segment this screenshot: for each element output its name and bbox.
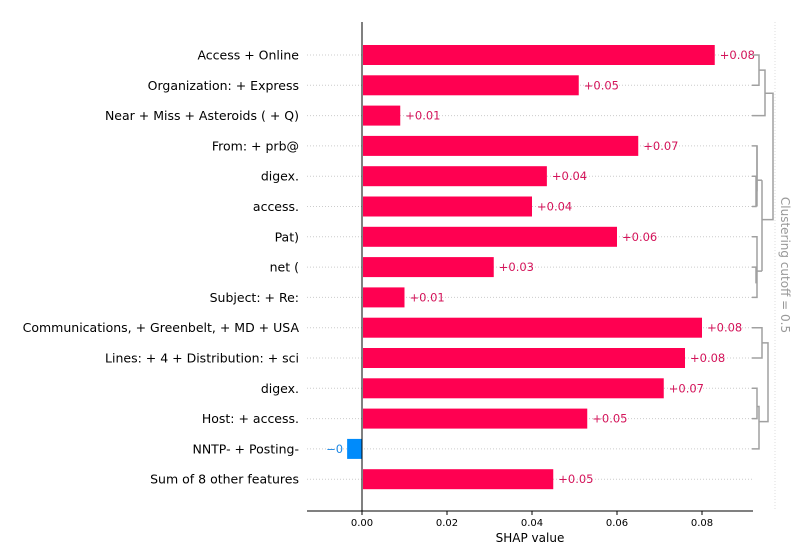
feature-label: Near + Miss + Asteroids ( + Q) (105, 108, 299, 123)
x-tick-label: 0.00 (351, 518, 373, 529)
dendrogram-link (752, 175, 757, 208)
feature-label: Lines: + 4 + Distribution: + sci (105, 351, 299, 366)
value-label: +0.08 (690, 351, 725, 365)
value-label: +0.07 (643, 139, 678, 153)
bar-row: digex. +0.07 (261, 378, 752, 399)
feature-label: digex. (261, 169, 299, 184)
dendrogram-link (762, 92, 774, 221)
x-axis-label: SHAP value (496, 531, 565, 545)
positive-bar (363, 75, 579, 96)
feature-label: access. (253, 199, 299, 214)
feature-label: digex. (261, 381, 299, 396)
clustering-dendrogram (752, 54, 774, 450)
bar-row: Access + Online +0.08 (197, 45, 755, 65)
bar-row: Communications, + Greenbelt, + MD + USA +… (23, 317, 752, 338)
dendrogram-link (752, 236, 758, 299)
feature-label: Subject: + Re: (210, 290, 299, 305)
bar-row: Host: + access. +0.05 (202, 408, 752, 429)
bar-row: Organization: + Express +0.05 (148, 75, 752, 96)
value-label: +0.03 (499, 260, 534, 274)
positive-bar (363, 408, 588, 429)
x-tick-label: 0.06 (606, 518, 628, 529)
positive-bar (363, 287, 405, 308)
value-label: +0.01 (405, 109, 440, 123)
value-label: −0 (326, 442, 343, 456)
value-label: +0.05 (584, 78, 619, 92)
negative-bar (347, 438, 362, 459)
x-tick-label: 0.02 (436, 518, 458, 529)
bar-row: Sum of 8 other features +0.05 (150, 469, 752, 490)
positive-bar (363, 378, 664, 399)
value-label: +0.08 (720, 48, 755, 62)
dendrogram-link (752, 405, 760, 450)
bar-row: net ( +0.03 (270, 257, 752, 278)
feature-label: Communications, + Greenbelt, + MD + USA (23, 320, 300, 335)
bar-row: Subject: + Re: +0.01 (210, 287, 752, 308)
positive-bar (363, 469, 554, 490)
positive-bar (363, 317, 702, 338)
feature-label: Sum of 8 other features (150, 472, 299, 487)
value-label: +0.05 (592, 412, 627, 426)
value-label: +0.04 (552, 169, 587, 183)
feature-rows: Access + Online +0.08 Organization: + Expr… (23, 45, 755, 490)
dendrogram-link (752, 326, 763, 359)
x-axis: 0.00 0.02 0.04 0.06 0.08 (307, 510, 753, 529)
positive-bar (363, 45, 715, 65)
value-label: +0.05 (558, 472, 593, 486)
positive-bar (363, 257, 494, 278)
positive-bar (363, 166, 547, 187)
bar-row: Lines: + 4 + Distribution: + sci +0.08 (105, 348, 752, 368)
bar-row: Near + Miss + Asteroids ( + Q) +0.01 (105, 105, 752, 126)
bar-row: From: + prb@ +0.07 (212, 135, 752, 156)
feature-label: Access + Online (197, 48, 299, 63)
positive-bar (363, 105, 401, 126)
x-tick-label: 0.08 (691, 518, 713, 529)
feature-label: Organization: + Express (148, 78, 299, 93)
positive-bar (363, 348, 685, 368)
value-label: +0.06 (622, 230, 657, 244)
bar-row: NNTP- + Posting- −0 (192, 438, 752, 459)
feature-label: From: + prb@ (212, 138, 299, 153)
positive-bar (363, 196, 532, 217)
value-label: +0.07 (669, 381, 704, 395)
x-tick-label: 0.04 (521, 518, 543, 529)
bar-row: digex. +0.04 (261, 166, 752, 187)
dendrogram-link (759, 342, 769, 423)
feature-label: Host: + access. (202, 411, 299, 426)
feature-label: Pat) (275, 229, 299, 244)
value-label: +0.08 (707, 321, 742, 335)
value-label: +0.04 (537, 200, 572, 214)
feature-label: net ( (270, 260, 299, 275)
bar-row: access. +0.04 (253, 196, 752, 217)
dendrogram-link (752, 387, 758, 420)
value-label: +0.01 (410, 290, 445, 304)
positive-bar (363, 135, 639, 156)
positive-bar (363, 226, 617, 247)
dendrogram-link (752, 266, 757, 284)
clustering-cutoff-label: Clustering cutoff = 0.5 (778, 197, 792, 333)
feature-label: NNTP- + Posting- (192, 441, 299, 456)
bar-row: Pat) +0.06 (275, 226, 752, 247)
